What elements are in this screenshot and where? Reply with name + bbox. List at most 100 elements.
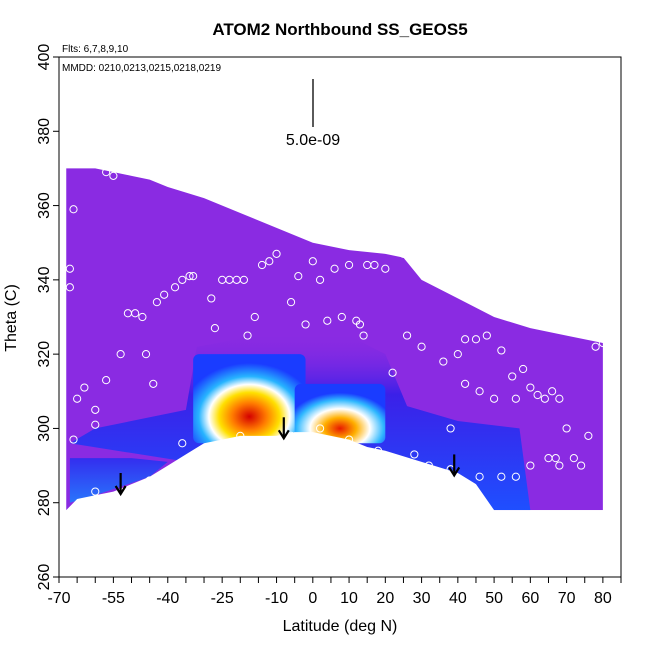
flight-point — [294, 272, 303, 281]
x-tick-label: -10 — [265, 590, 288, 607]
x-tick-label: 70 — [558, 590, 576, 607]
x-tick-label: -40 — [156, 590, 179, 607]
flight-point — [272, 249, 281, 258]
flight-point — [337, 312, 346, 322]
y-tick-label: 320 — [36, 341, 53, 368]
flight-point — [475, 387, 484, 396]
flight-point — [141, 350, 151, 359]
flight-point — [551, 454, 560, 463]
arrow-head — [114, 485, 127, 497]
flight-point — [239, 275, 249, 284]
flight-point — [410, 450, 419, 459]
flight-point — [236, 431, 245, 440]
flight-point — [439, 357, 448, 366]
flight-point — [149, 379, 158, 388]
flight-point — [330, 264, 339, 273]
flight-point — [598, 338, 607, 348]
lower-band — [69, 458, 168, 503]
core-high — [193, 354, 306, 444]
flight-point — [577, 461, 586, 470]
x-tick-label: 30 — [413, 590, 431, 607]
arrow-head — [277, 429, 290, 441]
flight-point — [344, 435, 354, 444]
flight-point — [482, 331, 491, 340]
flight-point — [399, 249, 408, 258]
plot-frame — [58, 56, 622, 578]
flight-point — [69, 205, 78, 214]
flight-point — [145, 476, 154, 485]
flight-point — [388, 368, 397, 377]
flight-point — [511, 394, 520, 403]
flight-point — [373, 446, 383, 455]
flight-point — [315, 424, 325, 433]
x-tick-label: 10 — [340, 590, 358, 607]
flight-point — [152, 298, 161, 307]
y-axis: 260 280 300 320 340 360 380 400 — [36, 44, 59, 591]
x-tick-label: -25 — [211, 590, 234, 607]
flight-point — [80, 383, 89, 392]
flight-point — [555, 394, 564, 403]
flight-point — [178, 275, 187, 284]
flight-point — [116, 350, 125, 359]
flight-point — [210, 324, 220, 333]
flight-point — [102, 168, 111, 177]
arrow — [448, 454, 461, 478]
flight-point — [315, 275, 325, 284]
flight-point — [178, 439, 187, 448]
flight-point — [548, 387, 557, 396]
flight-point — [73, 394, 82, 403]
y-tick-label: 360 — [36, 192, 53, 219]
flight-point — [402, 331, 412, 340]
flight-point — [69, 435, 78, 444]
scale-label: 5.0e-09 — [286, 132, 340, 149]
flight-point — [344, 260, 354, 270]
x-axis: -70 -55 -40 -25 -10 0 10 20 30 40 50 60 70 80 — [47, 577, 622, 607]
flight-point — [286, 298, 296, 307]
flight-point — [109, 171, 118, 180]
flight-point — [460, 335, 470, 344]
x-tick-label: 50 — [485, 590, 503, 607]
flight-point — [475, 472, 484, 481]
flight-point — [189, 272, 198, 281]
y-tick-label: 300 — [36, 415, 53, 442]
flight-point — [497, 472, 506, 481]
flight-point — [69, 506, 78, 515]
flight-point — [138, 312, 147, 322]
flight-point — [497, 346, 506, 355]
flight-point — [471, 335, 481, 344]
flight-point — [243, 331, 252, 340]
flight-point — [446, 424, 455, 433]
flight-point — [91, 405, 100, 414]
field-layer — [59, 168, 621, 577]
flight-point — [323, 316, 332, 325]
x-tick-label: 80 — [594, 590, 612, 607]
flight-point — [65, 283, 74, 292]
flight-point — [526, 383, 535, 392]
flight-point — [286, 431, 296, 440]
flight-point — [370, 260, 379, 270]
flights-label: Flts: 6,7,8,9,10 — [62, 44, 129, 55]
x-tick-label: -70 — [47, 590, 70, 607]
arrow — [277, 417, 290, 441]
surface-mask — [59, 432, 621, 577]
flight-point — [511, 472, 520, 481]
scale-indicator: 5.0e-09 — [286, 79, 340, 149]
flight-point — [540, 394, 549, 403]
flight-point — [508, 372, 517, 381]
flight-point — [424, 461, 433, 470]
flight-point — [131, 309, 140, 318]
flight-point — [359, 331, 368, 340]
flight-point — [91, 487, 100, 496]
y-tick-label: 340 — [36, 266, 53, 293]
flight-point — [308, 257, 317, 266]
x-tick-label: 0 — [308, 590, 317, 607]
flight-point — [526, 461, 535, 470]
flight-point — [584, 431, 593, 440]
flight-point — [160, 290, 169, 299]
y-tick-label: 260 — [36, 564, 53, 591]
flight-points-layer — [65, 168, 607, 515]
flight-point — [381, 264, 390, 273]
flight-point — [170, 283, 180, 292]
flight-point — [65, 264, 74, 273]
